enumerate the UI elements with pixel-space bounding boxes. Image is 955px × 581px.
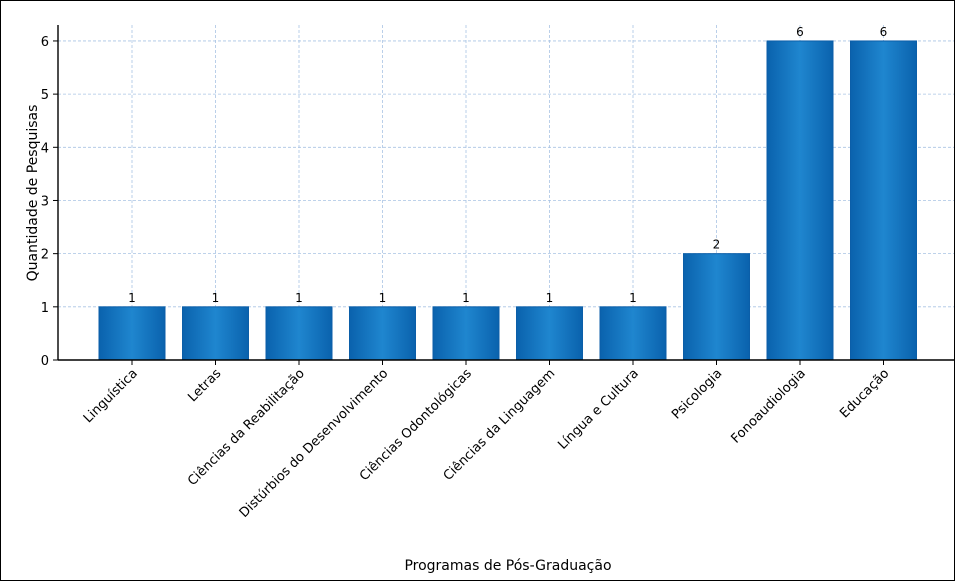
data-label: 1	[295, 291, 303, 305]
data-label: 6	[796, 25, 804, 39]
bar	[766, 40, 834, 361]
x-tick-label: Distúrbios do Desenvolvimento	[237, 366, 392, 521]
x-tick-label: Língua e Cultura	[555, 366, 642, 453]
data-label: 1	[128, 291, 136, 305]
bar	[98, 306, 166, 361]
data-label: 1	[629, 291, 637, 305]
bar	[683, 253, 750, 361]
bar	[182, 306, 249, 361]
data-label: 1	[462, 291, 470, 305]
y-tick-label: 6	[41, 35, 49, 50]
x-tick-label: Psicologia	[669, 366, 725, 422]
bar	[850, 40, 917, 361]
data-label: 6	[880, 25, 888, 39]
bar	[265, 306, 333, 361]
data-label: 1	[379, 291, 387, 305]
y-tick-label: 0	[41, 354, 49, 369]
y-tick-label: 1	[41, 301, 49, 316]
y-tick-labels: 0 1 2 3 4 5 6	[41, 35, 49, 369]
axes	[53, 25, 954, 365]
data-labels: 1 1 1 1 1 1 1 2 6 6	[128, 25, 887, 305]
y-tick-label: 2	[41, 248, 49, 263]
x-tick-label: Educação	[837, 366, 892, 421]
bar	[349, 306, 416, 361]
y-axis-title: Quantidade de Pesquisas	[25, 105, 41, 282]
bars	[98, 40, 917, 361]
x-tick-label: Fonoaudiologia	[729, 366, 809, 446]
y-tick-label: 3	[41, 194, 49, 209]
data-label: 2	[713, 238, 721, 252]
y-tick-label: 5	[41, 88, 49, 103]
bar	[516, 306, 583, 361]
x-tick-label: Linguística	[81, 366, 141, 426]
bar	[432, 306, 500, 361]
data-label: 1	[546, 291, 554, 305]
x-axis-title: Programas de Pós-Graduação	[404, 558, 611, 574]
y-tick-label: 4	[41, 141, 49, 156]
x-tick-label: Letras	[185, 366, 224, 405]
data-label: 1	[212, 291, 220, 305]
bar	[599, 306, 667, 361]
